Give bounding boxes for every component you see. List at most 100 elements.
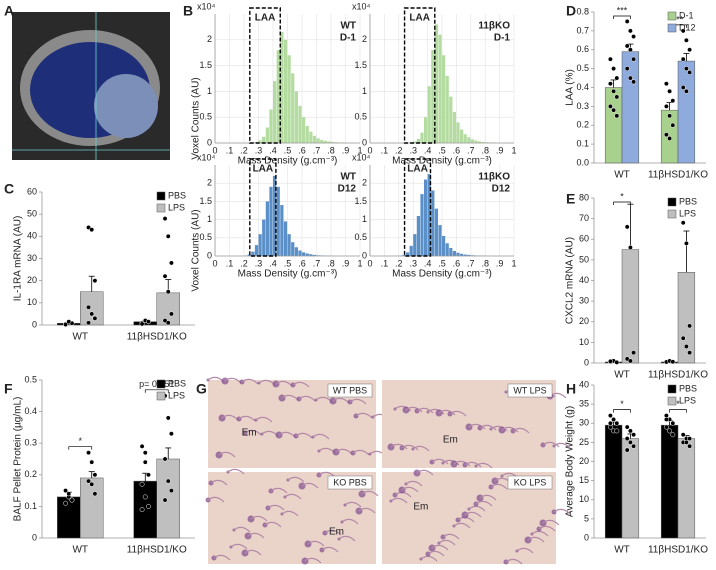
- y-tick-label: 50: [579, 254, 589, 264]
- x-tick-label: 1: [511, 258, 516, 268]
- y-tick-label: 0.5: [354, 232, 367, 242]
- tissue-wall: [292, 381, 310, 388]
- histogram-bar: [305, 125, 309, 143]
- legend-swatch: [667, 384, 677, 394]
- legend-swatch: [667, 23, 677, 33]
- tissue-wall: [394, 405, 412, 412]
- scale-label: x10⁴: [197, 1, 216, 11]
- legend-label: PBS: [168, 190, 186, 200]
- histogram-bar: [287, 234, 291, 256]
- tissue-wall: [475, 462, 493, 469]
- data-point: [687, 69, 693, 75]
- legend-swatch: [156, 191, 166, 201]
- y-tick-label: 40: [579, 379, 589, 389]
- histogram-bar: [420, 194, 424, 256]
- tissue-wall: [250, 515, 268, 522]
- significance-label: ***: [617, 5, 628, 15]
- data-point: [670, 122, 676, 128]
- data-point: [624, 424, 630, 430]
- histogram-bar: [460, 129, 464, 143]
- y-tick-label: 60: [579, 234, 589, 244]
- data-point: [611, 107, 617, 113]
- legend-label: PBS: [679, 383, 697, 393]
- y-tick-label: 60: [27, 186, 37, 196]
- y-tick-label: 30: [27, 253, 37, 263]
- x-tick-label: 0: [212, 145, 217, 155]
- data-point: [92, 472, 98, 478]
- histogram-bar: [452, 250, 456, 256]
- histogram-bar: [470, 139, 474, 143]
- data-point: [667, 113, 673, 119]
- histogram-bar: [269, 109, 273, 143]
- x-tick-label: .7: [467, 258, 475, 268]
- y-tick-label: 0.5: [354, 112, 367, 122]
- data-point: [165, 478, 171, 484]
- bar: [57, 496, 81, 539]
- group-label: 11βKO: [478, 21, 510, 32]
- laa-label: LAA: [255, 13, 276, 24]
- y-tick-label: 0.3: [24, 438, 37, 448]
- data-point: [142, 459, 148, 465]
- y-tick-label: 2: [207, 178, 212, 188]
- tissue-wall: [241, 378, 259, 385]
- legend-swatch: [667, 396, 677, 406]
- data-point: [63, 488, 69, 494]
- laa-box: [249, 158, 277, 257]
- tissue-wall: [401, 486, 419, 493]
- data-point: [63, 500, 69, 506]
- x-axis-label: Mass Density (g.cm⁻³): [392, 156, 492, 167]
- x-tick-label: 0: [367, 145, 372, 155]
- data-point: [667, 428, 673, 434]
- x-tick-label: .7: [313, 258, 321, 268]
- y-tick-label: 0: [362, 250, 367, 260]
- tissue-wall: [270, 487, 288, 494]
- data-point: [627, 75, 633, 81]
- histogram-bar: [460, 253, 464, 256]
- tissue-wall: [438, 409, 456, 416]
- y-tick-label: 0.5: [199, 232, 212, 242]
- tissue-wall: [427, 408, 445, 415]
- tissue-wall: [449, 410, 467, 417]
- x-tick-label: WT: [72, 545, 88, 556]
- histogram-bar: [323, 140, 327, 143]
- data-point: [611, 416, 617, 422]
- y-tick-label: 0: [584, 532, 589, 542]
- data-point: [89, 311, 95, 317]
- data-point: [162, 497, 168, 503]
- histogram-bar: [316, 138, 320, 143]
- data-point: [165, 415, 171, 421]
- x-tick-label: WT: [614, 370, 630, 381]
- x-tick-label: .3: [409, 258, 417, 268]
- group-label: D-1: [340, 33, 357, 44]
- tissue-wall: [233, 526, 251, 533]
- panel-label: F: [4, 381, 13, 397]
- y-tick-label: 2: [207, 34, 212, 44]
- histogram-bar: [409, 245, 413, 256]
- y-tick-label: 30: [579, 296, 589, 306]
- data-point: [63, 322, 69, 328]
- tissue-wall: [479, 424, 497, 431]
- histogram-bar: [280, 205, 284, 256]
- data-point: [631, 350, 637, 356]
- tissue-wall: [490, 425, 508, 432]
- laa-label: LAA: [253, 164, 274, 175]
- legend-swatch: [667, 209, 677, 219]
- y-tick-label: 35: [579, 399, 589, 409]
- tile-label: KO PBS: [333, 477, 367, 487]
- data-point: [683, 66, 689, 72]
- data-point: [670, 420, 676, 426]
- group-label: 11βKO: [478, 172, 510, 183]
- y-tick-label: 2: [362, 178, 367, 188]
- tissue-wall: [531, 530, 549, 537]
- histogram-bar: [463, 254, 467, 256]
- histogram-bar: [431, 50, 435, 144]
- tissue-wall: [352, 449, 370, 456]
- data-point: [142, 494, 148, 500]
- histogram-bar: [258, 234, 262, 256]
- histogram-bar: [251, 251, 255, 256]
- legend-label: LPS: [679, 208, 696, 218]
- histogram-bar: [312, 135, 317, 143]
- data-point: [631, 432, 637, 438]
- histogram-bar: [305, 253, 309, 256]
- x-tick-label: .1: [381, 258, 389, 268]
